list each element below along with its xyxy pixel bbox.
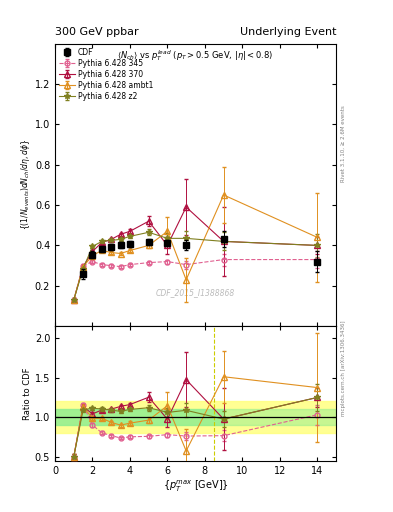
- Y-axis label: Ratio to CDF: Ratio to CDF: [23, 367, 32, 420]
- Text: $\langle N_{ch}\rangle$ vs $p_T^{lead}$ ($p_T > 0.5$ GeV, $|\eta| < 0.8$): $\langle N_{ch}\rangle$ vs $p_T^{lead}$ …: [118, 48, 274, 62]
- Text: Rivet 3.1.10, ≥ 2.6M events: Rivet 3.1.10, ≥ 2.6M events: [341, 105, 346, 182]
- Text: mcplots.cern.ch [arXiv:1306.3436]: mcplots.cern.ch [arXiv:1306.3436]: [341, 321, 346, 416]
- Legend: CDF, Pythia 6.428 345, Pythia 6.428 370, Pythia 6.428 ambt1, Pythia 6.428 z2: CDF, Pythia 6.428 345, Pythia 6.428 370,…: [58, 47, 154, 102]
- Text: Underlying Event: Underlying Event: [239, 27, 336, 37]
- Text: 300 GeV ppbar: 300 GeV ppbar: [55, 27, 139, 37]
- X-axis label: $\{p_T^{max}$ [GeV]$\}$: $\{p_T^{max}$ [GeV]$\}$: [163, 478, 228, 494]
- Y-axis label: $\{(1/N_{events}) dN_{ch}/d\eta, d\phi\}$: $\{(1/N_{events}) dN_{ch}/d\eta, d\phi\}…: [19, 139, 32, 230]
- Text: CDF_2015_I1388868: CDF_2015_I1388868: [156, 288, 235, 297]
